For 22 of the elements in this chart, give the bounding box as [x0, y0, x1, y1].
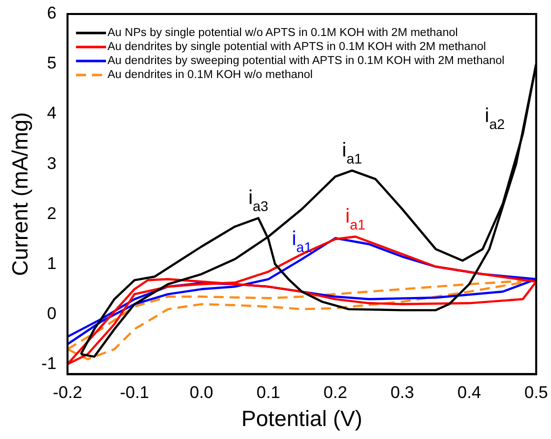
y-tick-label: 0	[47, 304, 57, 323]
y-axis-title: Current (mA/mg)	[7, 112, 32, 276]
x-tick-label: 0.3	[390, 383, 414, 402]
y-tick-label: 5	[47, 54, 57, 73]
y-tick-label: 4	[47, 104, 57, 123]
x-tick-label: 0.5	[524, 383, 548, 402]
x-tick-label: 0.2	[324, 383, 348, 402]
x-tick-label: -0.2	[52, 383, 82, 402]
y-tick-label: 6	[47, 4, 57, 23]
x-tick-label: 0.1	[256, 383, 280, 402]
x-axis-title: Potential (V)	[241, 406, 362, 431]
x-tick-label: 0.0	[190, 383, 214, 402]
x-tick-label: 0.4	[457, 383, 482, 402]
y-tick-label: 2	[47, 204, 57, 223]
y-tick-label: -1	[41, 354, 57, 373]
legend-label: Au NPs by single potential w/o APTS in 0.1M KOH with 2M methanol	[108, 26, 458, 40]
y-tick-label: 1	[47, 254, 57, 273]
legend-label: Au dendrites by sweeping potential with APTS in 0.1M KOH with 2M methanol	[108, 54, 504, 68]
legend-label: Au dendrites in 0.1M KOH w/o methanol	[108, 68, 313, 82]
y-tick-label: 3	[47, 154, 57, 173]
legend-label: Au dendrites by single potential with APTS in 0.1M KOH with 2M methanol	[108, 40, 486, 54]
x-tick-label: -0.1	[120, 383, 150, 402]
